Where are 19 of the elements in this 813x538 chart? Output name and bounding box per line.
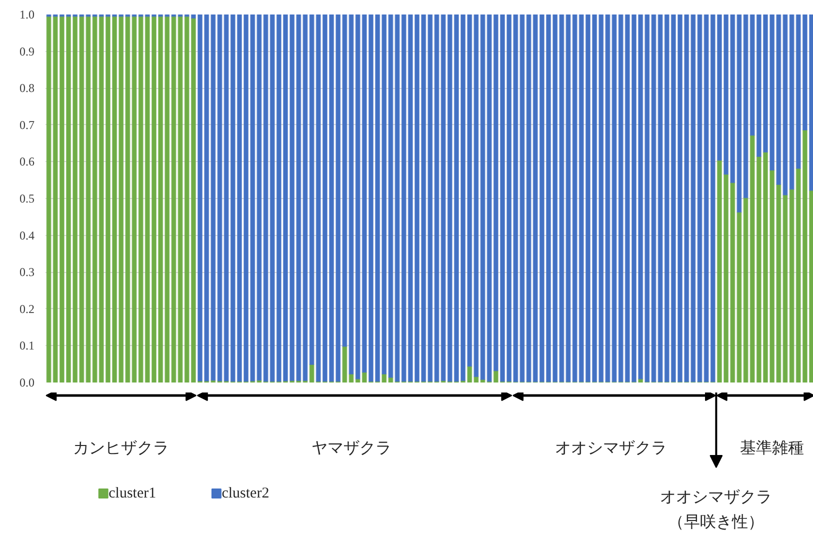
text: オオシマザクラ bbox=[554, 440, 667, 457]
legend-label: cluster2 bbox=[222, 486, 270, 502]
y-tick-label: 0.5 bbox=[20, 192, 34, 206]
text: カンヒザクラ bbox=[73, 440, 170, 457]
y-tick-label: 0.7 bbox=[20, 118, 34, 132]
legend-label: cluster1 bbox=[108, 486, 156, 502]
text: ヤマザクラ bbox=[311, 440, 392, 457]
y-tick-label: 0.2 bbox=[20, 302, 34, 316]
y-tick-label: 0.1 bbox=[20, 338, 34, 353]
text: 基準雑種 bbox=[740, 439, 804, 457]
y-tick-label: 0.9 bbox=[20, 44, 34, 58]
y-tick-label: 0.6 bbox=[20, 154, 34, 169]
y-tick-label: 0.0 bbox=[20, 376, 34, 390]
y-tick-label: 0.3 bbox=[20, 265, 34, 280]
text: （早咲き性） bbox=[668, 514, 764, 531]
y-tick-label: 1.0 bbox=[20, 8, 34, 22]
text: オオシマザクラ bbox=[660, 489, 772, 506]
y-tick-label: 0.8 bbox=[20, 81, 34, 96]
y-tick-label: 0.4 bbox=[20, 228, 34, 242]
